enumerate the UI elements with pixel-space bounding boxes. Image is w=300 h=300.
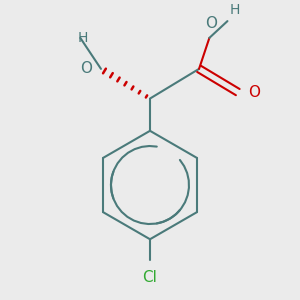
Text: H: H	[230, 3, 240, 17]
Text: H: H	[78, 31, 88, 45]
Text: Cl: Cl	[142, 270, 158, 285]
Text: O: O	[248, 85, 260, 100]
Text: O: O	[80, 61, 92, 76]
Text: O: O	[205, 16, 217, 32]
